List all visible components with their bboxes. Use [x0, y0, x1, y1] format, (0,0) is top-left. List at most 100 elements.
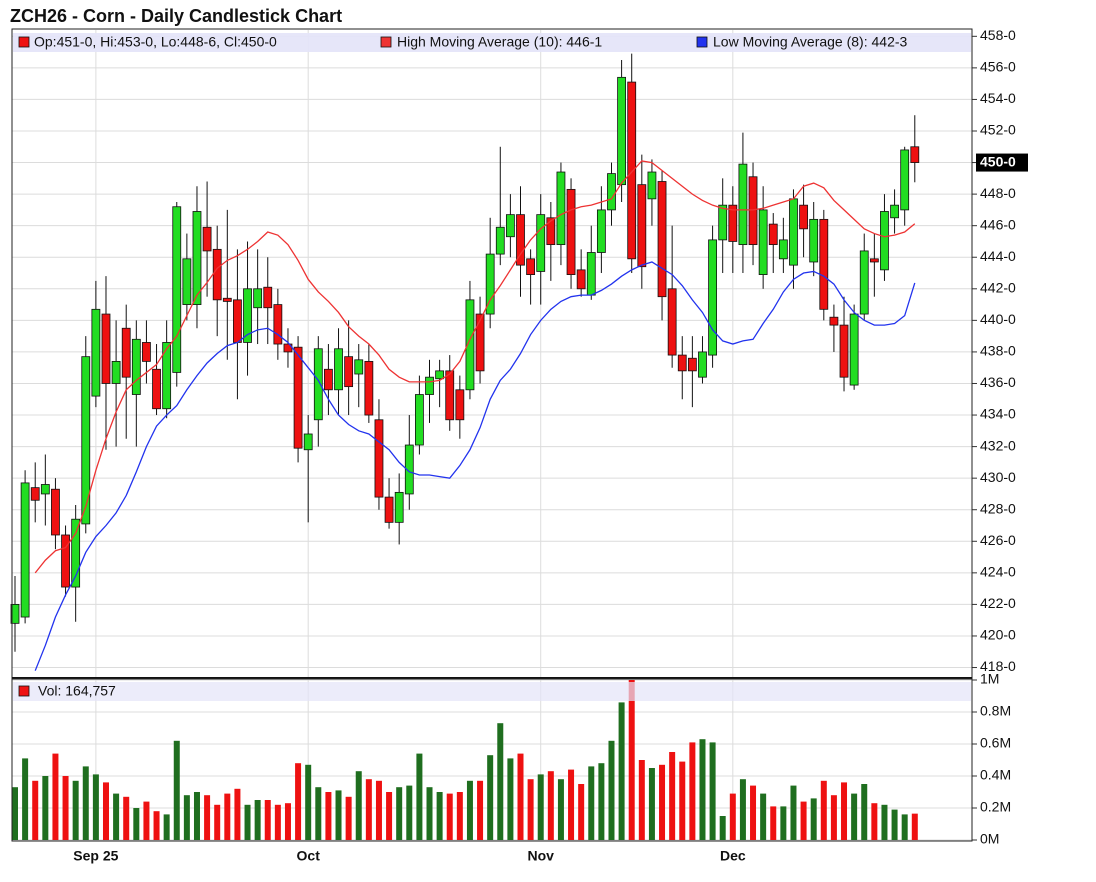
candle-body [829, 316, 839, 326]
candle-body [51, 488, 60, 536]
volume-bar [305, 764, 312, 840]
candle-body [202, 226, 212, 252]
volume-bar [881, 804, 888, 840]
volume-bar [456, 792, 463, 840]
candle-body [596, 209, 606, 253]
volume-bar [173, 740, 180, 840]
volume-bar [32, 780, 39, 840]
y-tick-label: 0.6M [980, 735, 1011, 751]
volume-bar [254, 800, 261, 840]
y-tick-label: 1M [980, 671, 999, 687]
candle-body [192, 211, 202, 305]
candle-body [303, 433, 313, 451]
legend-band [13, 33, 971, 52]
candle-body [546, 217, 556, 246]
volume-bar [790, 785, 797, 840]
volume-bar [274, 804, 281, 840]
volume-bar [375, 780, 382, 840]
volume-bar [355, 771, 362, 840]
volume-bar [507, 758, 514, 840]
grid [12, 29, 972, 841]
volume-bar [709, 742, 716, 840]
volume-bar [527, 779, 534, 840]
candle-body [152, 368, 161, 410]
x-tick-label: Nov [527, 848, 554, 864]
candle-body [809, 218, 819, 263]
candle-body [738, 163, 748, 246]
volume-bar [295, 763, 302, 840]
candle-body [900, 149, 910, 211]
volume-bar [598, 763, 605, 840]
volume-bar [517, 753, 524, 840]
candle-body [505, 214, 515, 238]
last-price-box [976, 153, 1028, 172]
volume-bar [12, 787, 18, 840]
moving-average-line [34, 160, 916, 574]
volume-bar [143, 801, 150, 840]
volume-bar [386, 792, 393, 840]
y-tick-label: 452-0 [980, 122, 1016, 138]
volume-bar [214, 804, 221, 840]
y-tick-label: 0.2M [980, 799, 1011, 815]
volume-bar [477, 780, 484, 840]
volume-bar [446, 793, 453, 840]
volume-bar [750, 785, 757, 840]
legend-label: Low Moving Average (8): 442-3 [713, 34, 908, 50]
candle-body [404, 444, 414, 495]
y-tick-label: 454-0 [980, 90, 1016, 106]
volume-bar [588, 766, 595, 840]
candle-body [516, 214, 525, 266]
candle-body [890, 204, 899, 219]
candle-body [162, 342, 172, 410]
candle-body [687, 357, 697, 372]
candle-body [748, 176, 758, 246]
volume-bar [810, 798, 817, 840]
candle-body [849, 313, 859, 386]
candle-body [880, 211, 889, 271]
volume-bar [557, 779, 564, 840]
volume-bar [123, 796, 130, 840]
candle-body [667, 288, 677, 356]
y-tick-label: 420-0 [980, 627, 1016, 643]
x-tick-label: Sep 25 [73, 848, 118, 864]
candle-body [40, 484, 50, 495]
candle-body [182, 258, 192, 305]
volume-bar [153, 811, 160, 840]
y-tick-label: 430-0 [980, 469, 1016, 485]
candle-body [637, 184, 647, 268]
candle-body [617, 76, 626, 186]
y-tick-label: 0M [980, 831, 999, 847]
x-tick-label: Oct [297, 848, 321, 864]
volume-bar [325, 792, 332, 840]
volume-bar [72, 780, 79, 840]
y-tick-label: 444-0 [980, 248, 1016, 264]
volume-bar [436, 792, 443, 840]
candle-body [819, 218, 829, 310]
y-tick-label: 442-0 [980, 280, 1016, 296]
volume-bar [193, 792, 200, 840]
candle-body [101, 313, 111, 384]
y-tick-label: 456-0 [980, 59, 1016, 75]
candle-body [233, 299, 242, 343]
candle-body [869, 258, 879, 263]
candle-body [768, 223, 778, 246]
volume-bar [871, 803, 878, 840]
volume-bar [244, 804, 251, 840]
candle-body [536, 214, 546, 272]
candle-body [131, 338, 141, 395]
volume-bar [578, 784, 585, 840]
volume-bar [547, 771, 554, 840]
volume-bar [830, 795, 837, 840]
candle-body [778, 239, 788, 260]
y-tick-label: 426-0 [980, 532, 1016, 548]
price-panel [12, 29, 972, 678]
volume-bar [497, 723, 504, 840]
candle-body [354, 359, 364, 375]
candle-body [273, 304, 283, 345]
candle-body [465, 299, 475, 391]
candle-body [172, 206, 182, 373]
volume-bar [416, 753, 423, 840]
candle-body [657, 181, 667, 298]
volume-bar [568, 769, 575, 840]
candle-body [324, 368, 333, 391]
